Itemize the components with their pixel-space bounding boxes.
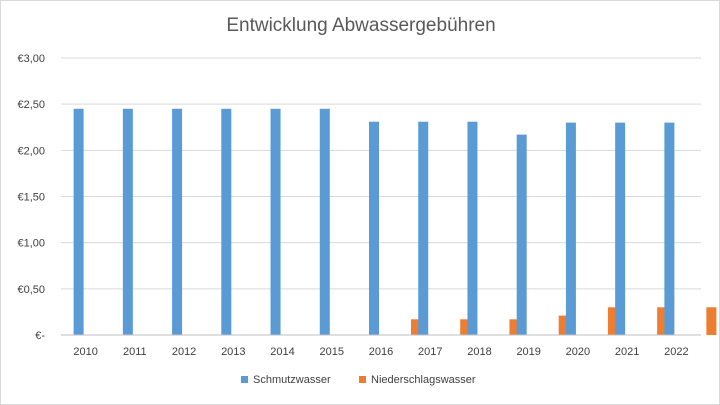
bar-schmutzwasser bbox=[172, 108, 183, 336]
bar-schmutzwasser bbox=[467, 121, 478, 336]
x-tick-label: 2014 bbox=[270, 346, 294, 358]
bar-schmutzwasser bbox=[418, 121, 429, 336]
x-tick-label: 2015 bbox=[320, 346, 344, 358]
y-axis-ticks: €- €0,50 €1,00 €1,50 €2,00 €2,50 €3,00 bbox=[17, 53, 45, 342]
bars bbox=[73, 108, 717, 336]
x-tick-label: 2022 bbox=[664, 346, 688, 358]
bar-schmutzwasser bbox=[664, 122, 675, 335]
x-tick-label: 2017 bbox=[418, 346, 442, 358]
y-tick-label: €2,00 bbox=[17, 145, 45, 157]
bar-schmutzwasser bbox=[516, 134, 527, 335]
bar-schmutzwasser bbox=[369, 121, 379, 336]
bar-schmutzwasser bbox=[73, 108, 84, 336]
bar-niederschlagswasser bbox=[607, 307, 618, 335]
x-tick-label: 2013 bbox=[221, 346, 245, 358]
legend-label-niederschlagswasser: Niederschlagswasser bbox=[371, 374, 476, 386]
bar-schmutzwasser bbox=[221, 108, 232, 336]
x-tick-label: 2010 bbox=[73, 346, 97, 358]
y-tick-label: €1,00 bbox=[17, 238, 45, 250]
x-axis-ticks: 2010 2011 2012 2013 2014 2015 2016 2017 2018 2019… bbox=[61, 334, 701, 358]
legend: Schmutzwasser Niederschlagswasser bbox=[241, 374, 476, 386]
x-tick-label: 2019 bbox=[516, 346, 540, 358]
bar-niederschlagswasser bbox=[558, 315, 569, 335]
bar-schmutzwasser bbox=[270, 108, 281, 336]
y-tick-label: €0,50 bbox=[17, 284, 45, 296]
y-tick-label: €1,50 bbox=[17, 192, 45, 204]
legend-swatch-schmutzwasser bbox=[241, 376, 248, 383]
bar-niederschlagswasser bbox=[706, 307, 717, 335]
bar-schmutzwasser bbox=[615, 122, 626, 335]
bar-schmutzwasser bbox=[122, 108, 133, 336]
x-tick-label: 2011 bbox=[123, 346, 147, 358]
y-tick-label: €2,50 bbox=[17, 99, 45, 111]
x-tick-label: 2021 bbox=[615, 346, 639, 358]
y-tick-label: €3,00 bbox=[17, 53, 45, 65]
legend-swatch-niederschlagswasser bbox=[359, 376, 366, 383]
bar-schmutzwasser bbox=[565, 122, 576, 335]
x-tick-label: 2020 bbox=[566, 346, 590, 358]
bar-niederschlagswasser bbox=[657, 307, 668, 335]
bar-niederschlagswasser bbox=[509, 319, 520, 335]
bar-schmutzwasser bbox=[319, 108, 330, 336]
x-tick-label: 2016 bbox=[369, 346, 393, 358]
legend-label-schmutzwasser: Schmutzwasser bbox=[253, 374, 331, 386]
x-tick-label: 2012 bbox=[172, 346, 196, 358]
y-tick-label: €- bbox=[35, 330, 45, 342]
bar-niederschlagswasser bbox=[411, 319, 421, 335]
gridlines bbox=[61, 57, 701, 336]
chart-title: Entwicklung Abwassergebühren bbox=[226, 15, 495, 36]
bar-niederschlagswasser bbox=[460, 319, 471, 335]
x-tick-label: 2018 bbox=[467, 346, 491, 358]
